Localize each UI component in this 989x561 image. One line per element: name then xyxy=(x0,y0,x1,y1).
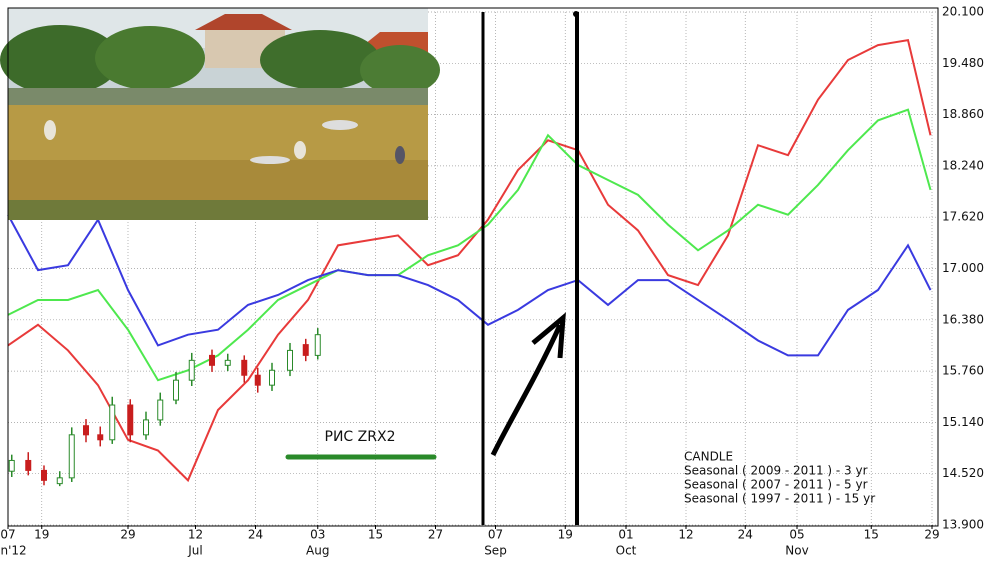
legend-entry: Seasonal ( 2007 - 2011 ) - 5 yr xyxy=(684,478,868,492)
candle-body xyxy=(314,334,321,356)
month-label: Sep xyxy=(484,544,507,558)
x-tick-label: 07 xyxy=(0,528,15,542)
x-tick-label: 24 xyxy=(738,528,753,542)
candle-body xyxy=(254,374,261,386)
candle-body xyxy=(97,434,104,441)
plot-frame xyxy=(7,7,939,527)
y-tick-label: 17.000 xyxy=(942,261,984,275)
x-tick-label: 24 xyxy=(248,528,263,542)
y-tick-label: 17.620 xyxy=(942,210,984,224)
x-tick-label: 03 xyxy=(310,528,325,542)
candle-body xyxy=(173,379,179,401)
x-tick-label: 29 xyxy=(120,528,135,542)
x-tick-label: 12 xyxy=(188,528,203,542)
legend-entry: Seasonal ( 1997 - 2011 ) - 15 yr xyxy=(684,492,875,506)
legend-entry: Seasonal ( 2009 - 2011 ) - 3 yr xyxy=(684,464,868,478)
x-tick-label: 12 xyxy=(678,528,693,542)
legend-entry: CANDLE xyxy=(684,450,733,464)
candle-body xyxy=(302,344,309,356)
hand-annotations xyxy=(285,11,579,525)
month-label: Oct xyxy=(616,544,637,558)
candle-body xyxy=(41,469,47,481)
x-tick-label: 27 xyxy=(428,528,443,542)
month-label: Jun'12 xyxy=(0,544,27,558)
y-tick-label: 13.900 xyxy=(942,518,984,532)
candle-body xyxy=(68,434,75,479)
x-tick-label: 05 xyxy=(789,528,804,542)
y-tick-label: 20.100 xyxy=(942,5,984,19)
series-line xyxy=(7,108,932,382)
y-tick-label: 15.140 xyxy=(942,415,984,429)
x-tick-label: 19 xyxy=(34,528,49,542)
x-tick-label: 15 xyxy=(864,528,879,542)
candle-body xyxy=(25,459,32,471)
plot xyxy=(7,38,932,487)
y-tick-label: 14.520 xyxy=(942,466,984,480)
x-tick-label: 29 xyxy=(924,528,939,542)
series-line xyxy=(7,214,932,357)
candle-body xyxy=(269,369,275,386)
y-tick-label: 18.240 xyxy=(942,158,984,172)
candle-body xyxy=(287,349,293,371)
candle-body xyxy=(241,359,248,376)
photo-inset xyxy=(0,8,440,220)
candle-body xyxy=(109,404,116,441)
x-tick-label: 01 xyxy=(618,528,633,542)
y-tick-label: 15.760 xyxy=(942,364,984,378)
month-label: Jul xyxy=(187,544,202,558)
y-tick-label: 18.860 xyxy=(942,107,984,121)
x-tick-label: 07 xyxy=(488,528,503,542)
candle-body xyxy=(143,419,149,436)
candle-body xyxy=(83,425,89,436)
y-tick-label: 16.380 xyxy=(942,312,984,326)
x-tick-label: 19 xyxy=(558,528,573,542)
y-tick-label: 19.480 xyxy=(942,56,984,70)
candle-body xyxy=(8,459,15,472)
candle-body xyxy=(224,359,231,366)
series-line xyxy=(7,38,932,483)
month-label: Nov xyxy=(785,544,808,558)
candle-body xyxy=(188,359,195,381)
candle-body xyxy=(157,399,164,421)
candle-body xyxy=(209,354,215,366)
annotation: РИС ZRX2 xyxy=(325,429,396,445)
month-label: Aug xyxy=(306,544,329,558)
grid xyxy=(7,11,938,526)
candle-body xyxy=(127,404,134,436)
candle-body xyxy=(56,477,63,485)
x-tick-label: 15 xyxy=(368,528,383,542)
